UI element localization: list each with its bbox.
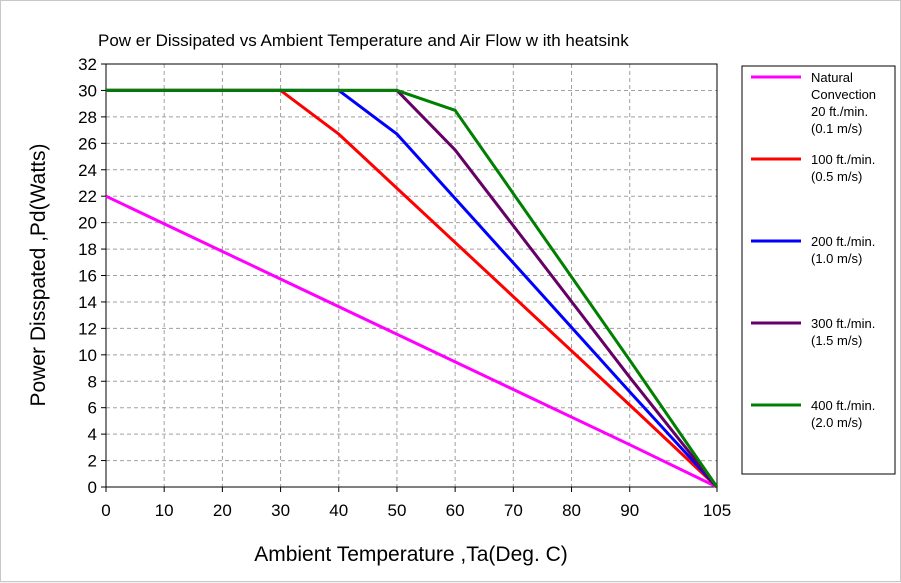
x-tick-label-9: 90	[620, 501, 639, 520]
y-tick-label-14: 28	[78, 108, 97, 127]
y-tick-label-13: 26	[78, 134, 97, 153]
x-axis: 0 10 20 30 40 50 60 70 80 90 105	[101, 487, 731, 520]
series-line-0	[105, 194, 718, 489]
series-line-2	[106, 88, 719, 489]
y-tick-label-16: 32	[78, 55, 97, 74]
x-tick-label-0: 0	[101, 501, 110, 520]
y-tick-label-7: 14	[78, 293, 97, 312]
legend-label-4-0: 400 ft./min.	[811, 398, 875, 413]
y-tick-label-11: 22	[78, 187, 97, 206]
legend-label-1-0: 100 ft./min.	[811, 152, 875, 167]
legend-label-0-3: (0.1 m/s)	[811, 121, 862, 136]
legend-label-0-0: Natural	[811, 70, 853, 85]
y-tick-label-2: 4	[88, 425, 97, 444]
y-tick-label-15: 30	[78, 81, 97, 100]
legend-label-2-1: (1.0 m/s)	[811, 251, 862, 266]
series-lines	[105, 88, 719, 489]
legend-label-2-0: 200 ft./min.	[811, 234, 875, 249]
x-tick-label-1: 10	[155, 501, 174, 520]
x-tick-label-5: 50	[387, 501, 406, 520]
y-tick-label-6: 12	[78, 319, 97, 338]
y-tick-label-12: 24	[78, 161, 97, 180]
series-line-4	[106, 88, 719, 488]
y-tick-label-10: 20	[78, 214, 97, 233]
y-tick-label-3: 6	[88, 399, 97, 418]
legend-label-4-1: (2.0 m/s)	[811, 415, 862, 430]
x-tick-label-2: 20	[213, 501, 232, 520]
chart-title: Pow er Dissipated vs Ambient Temperature…	[98, 31, 629, 50]
legend-label-0-2: 20 ft./min.	[811, 104, 868, 119]
y-tick-label-5: 10	[78, 346, 97, 365]
y-tick-label-1: 2	[88, 452, 97, 471]
y-tick-label-9: 18	[78, 240, 97, 259]
x-tick-label-6: 60	[446, 501, 465, 520]
y-tick-label-0: 0	[88, 478, 97, 497]
x-axis-title: Ambient Temperature ,Ta(Deg. C)	[254, 543, 568, 566]
y-tick-label-8: 16	[78, 267, 97, 286]
legend-label-3-0: 300 ft./min.	[811, 316, 875, 331]
y-axis-title: Power Disspated ,Pd(Watts)	[27, 144, 50, 407]
grid	[106, 64, 717, 487]
legend-label-1-1: (0.5 m/s)	[811, 169, 862, 184]
legend-label-0-1: Convection	[811, 87, 876, 102]
x-tick-label-3: 30	[271, 501, 290, 520]
x-tick-label-4: 40	[329, 501, 348, 520]
legend-label-3-1: (1.5 m/s)	[811, 333, 862, 348]
x-tick-label-8: 80	[562, 501, 581, 520]
x-tick-label-10: 105	[703, 501, 731, 520]
legend-entries: Natural Convection 20 ft./min. (0.1 m/s) 100…	[751, 70, 876, 430]
x-tick-label-7: 70	[504, 501, 523, 520]
y-tick-label-4: 8	[88, 372, 97, 391]
